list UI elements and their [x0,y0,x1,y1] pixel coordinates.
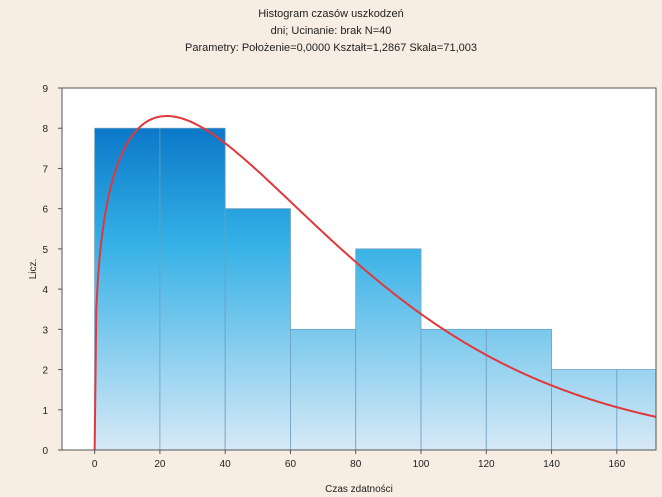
chart-title-line-2: dni; Ucinanie: brak N=40 [270,25,392,37]
chart-title: Histogram czasów uszkodzeń dni; Ucinanie… [0,6,662,57]
histogram-bar-0-20 [94,127,161,450]
x-axis-label: Czas zdatności [325,484,393,495]
histogram-bar-140-160 [551,369,618,450]
y-axis-label: Licz. [28,259,39,280]
x-axis: 0 20 40 60 80 100 120 140 160 [92,450,626,470]
x-tick-label: 60 [285,459,297,470]
y-tick-label: 5 [42,245,48,256]
histogram-bar-20-40 [159,127,226,450]
y-tick-label: 2 [42,366,48,377]
y-tick-label: 4 [42,285,48,296]
histogram-bars [94,127,656,450]
histogram-bar-40-60 [224,208,291,450]
x-tick-label: 140 [543,459,560,470]
histogram-bar-80-100 [355,248,422,450]
plot-frame [61,87,657,451]
x-tick-label: 80 [350,459,362,470]
x-tick-label: 100 [413,459,430,470]
x-tick-label: 20 [154,459,166,470]
histogram-bar-100-120 [420,328,487,450]
histogram-bar-120-140 [485,328,552,450]
y-tick-label: 9 [42,84,48,95]
y-tick-label: 1 [42,406,48,417]
chart-title-line-1: Histogram czasów uszkodzeń [258,8,404,20]
y-tick-label: 3 [42,325,48,336]
y-tick-label: 7 [42,164,48,175]
weibull-fit-curve [93,115,656,450]
y-tick-label: 8 [42,124,48,135]
x-tick-label: 40 [220,459,232,470]
y-tick-label: 6 [42,205,48,216]
histogram-bar-60-80 [290,328,357,450]
y-axis: 0 1 2 3 4 5 6 7 8 9 [42,84,62,457]
x-tick-label: 0 [92,459,98,470]
x-tick-label: 120 [478,459,495,470]
chart-title-line-3: Parametry: Położenie=0,0000 Kształt=1,28… [184,42,477,54]
y-tick-label: 0 [42,446,48,457]
x-tick-label: 160 [608,459,625,470]
